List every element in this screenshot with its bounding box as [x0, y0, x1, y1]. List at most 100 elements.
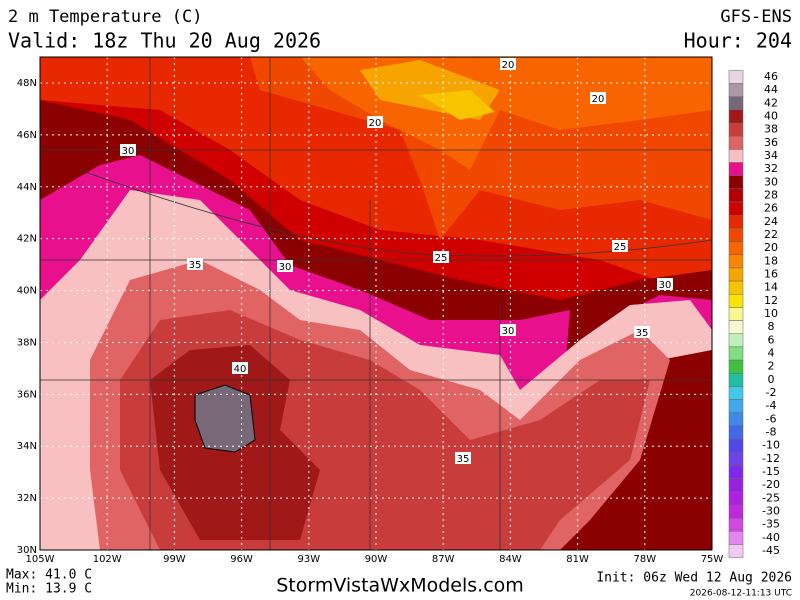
colorbar-label: -15: [762, 465, 780, 478]
colorbar-swatch: [728, 83, 744, 98]
contour-label: 30: [659, 280, 672, 291]
colorbar-swatch: [728, 215, 744, 229]
forecast-hour: Hour: 204: [684, 29, 792, 53]
contour-label-box: [433, 251, 449, 263]
colorbar-label: 36: [764, 136, 778, 149]
colorbar-label: 44: [764, 83, 778, 96]
lon-label: 75W: [701, 554, 724, 565]
colorbar-label: 8: [768, 320, 775, 333]
colorbar-label: -2: [766, 386, 777, 399]
colorbar-label: -25: [762, 491, 780, 504]
lat-label: 32N: [17, 493, 37, 504]
contour-label: 35: [457, 454, 470, 465]
colorbar-label: 2: [768, 360, 775, 373]
lat-label: 40N: [17, 286, 37, 297]
colorbar-swatch: [728, 228, 744, 242]
lon-label: 87W: [432, 554, 455, 565]
colorbar-swatch: [728, 452, 744, 466]
colorbar-swatch: [728, 491, 744, 506]
lon-label: 93W: [297, 554, 320, 565]
colorbar-label: 16: [764, 268, 778, 281]
colorbar-label: 14: [764, 281, 778, 294]
colorbar-label: 32: [764, 162, 778, 175]
colorbar-label: 46: [764, 70, 778, 83]
lat-label: 46N: [17, 130, 37, 141]
colorbar-label: 6: [768, 333, 775, 346]
colorbar-swatch: [728, 333, 744, 348]
colorbar-label: 20: [764, 241, 778, 254]
colorbar-label: 24: [764, 215, 778, 228]
lon-label: 90W: [365, 554, 388, 565]
lat-label: 42N: [17, 234, 37, 245]
lon-label: 99W: [163, 554, 186, 565]
colorbar-swatch: [728, 373, 744, 387]
contour-label: 30: [122, 146, 135, 157]
colorbar-swatch: [728, 280, 744, 295]
lon-label: 96W: [230, 554, 253, 565]
colorbar-label: -4: [766, 399, 777, 412]
max-value: Max: 41.0 C: [6, 568, 92, 583]
contour-label-box: [612, 240, 628, 252]
contour-label-box: [120, 144, 136, 156]
colorbar-label: 18: [764, 254, 778, 267]
lat-label: 36N: [17, 389, 37, 400]
colorbar-swatch: [728, 267, 744, 282]
colorbar-label: 26: [764, 202, 778, 215]
colorbar-label: -45: [762, 544, 780, 557]
colorbar-label: -8: [766, 426, 777, 439]
min-value: Min: 13.9 C: [6, 582, 92, 597]
contour-label: 20: [369, 118, 382, 129]
colorbar-swatch: [728, 70, 744, 84]
lat-label: 34N: [17, 441, 37, 452]
contour-label: 35: [636, 328, 649, 339]
contour-label-box: [657, 278, 673, 290]
colorbar-swatch: [728, 96, 744, 111]
colorbar-label: 22: [764, 228, 778, 241]
valid-time: Valid: 18z Thu 20 Aug 2026: [8, 29, 321, 53]
colorbar-swatch: [728, 425, 744, 440]
colorbar-swatch: [728, 254, 744, 269]
colorbar-label: -12: [762, 452, 780, 465]
contour-label: 25: [435, 253, 448, 264]
colorbar-swatch: [728, 162, 744, 176]
colorbar: 4644424038363432302826242220181614121086…: [728, 70, 780, 558]
colorbar-label: 34: [764, 149, 778, 162]
colorbar-label: 42: [764, 96, 778, 109]
contour-label: 25: [614, 242, 627, 253]
colorbar-swatch: [728, 399, 744, 414]
colorbar-label: 12: [764, 294, 778, 307]
colorbar-swatch: [728, 320, 744, 335]
colorbar-swatch: [728, 122, 744, 137]
colorbar-swatch: [728, 465, 744, 479]
lon-label: 102W: [93, 554, 122, 565]
contour-label-box: [187, 258, 203, 270]
colorbar-swatch: [728, 531, 744, 545]
timestamp: 2026-08-12-11:13 UTC: [690, 589, 792, 599]
colorbar-swatch: [728, 149, 744, 163]
colorbar-swatch: [728, 241, 744, 255]
colorbar-label: 38: [764, 123, 778, 136]
lon-label: 81W: [566, 554, 589, 565]
colorbar-label: 4: [768, 347, 775, 360]
contour-label-box: [277, 260, 293, 272]
title: 2 m Temperature (C): [8, 7, 202, 27]
contour-label-box: [590, 92, 606, 104]
colorbar-label: 10: [764, 307, 778, 320]
colorbar-label: -30: [762, 505, 780, 518]
colorbar-swatch: [728, 294, 744, 308]
colorbar-label: 30: [764, 175, 778, 188]
colorbar-swatch: [728, 136, 744, 150]
lat-label: 30N: [17, 545, 37, 556]
contour-label-box: [634, 326, 650, 338]
colorbar-swatch: [728, 307, 744, 321]
colorbar-swatch: [728, 201, 744, 216]
colorbar-label: -10: [762, 439, 780, 452]
colorbar-swatch: [728, 438, 744, 453]
init-time: Init: 06z Wed 12 Aug 2026: [596, 571, 792, 586]
contour-label: 30: [279, 262, 292, 273]
lat-label: 44N: [17, 182, 37, 193]
contour-label: 20: [502, 60, 515, 71]
colorbar-label: -35: [762, 518, 780, 531]
contour-label-box: [232, 362, 248, 374]
